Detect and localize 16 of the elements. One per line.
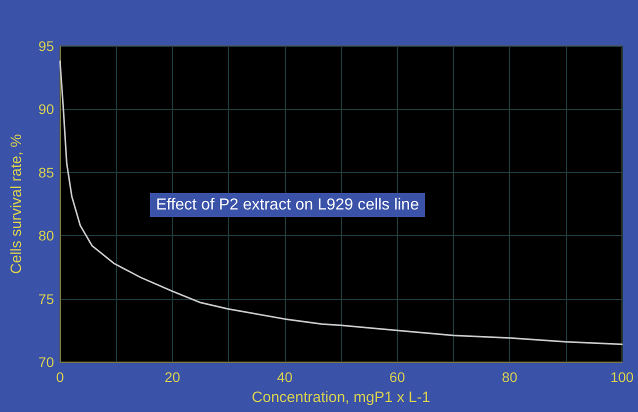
y-tick-label: 85 — [38, 164, 54, 180]
x-tick-label: 40 — [277, 369, 293, 385]
x-tick-label: 80 — [502, 369, 518, 385]
y-tick-label: 95 — [38, 38, 54, 54]
x-tick-label: 0 — [56, 369, 64, 385]
y-tick-label: 70 — [38, 354, 54, 370]
x-tick-label: 100 — [610, 369, 634, 385]
y-axis-title: Cells survival rate, % — [8, 134, 25, 274]
x-axis-title: Concentration, mgP1 x L-1 — [252, 389, 430, 406]
text: Effect of P2 extract on L929 cells line — [156, 196, 420, 214]
line-series — [59, 60, 623, 346]
x-tick-label: 20 — [164, 369, 180, 385]
y-tick-label: 75 — [38, 290, 54, 307]
x-tick-label: 60 — [389, 369, 406, 385]
y-tick-label: 90 — [38, 101, 54, 118]
y-tick-label: 80 — [38, 228, 54, 244]
